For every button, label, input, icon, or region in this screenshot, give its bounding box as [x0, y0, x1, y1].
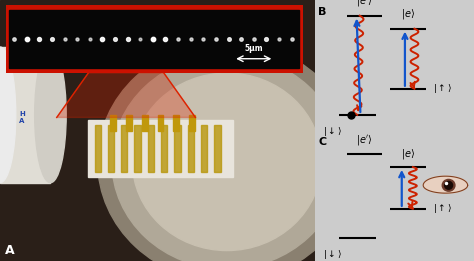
Bar	[201, 125, 207, 172]
Text: $|\uparrow\rangle$: $|\uparrow\rangle$	[433, 82, 452, 95]
Bar	[110, 115, 116, 130]
Text: C: C	[319, 137, 327, 147]
Bar	[189, 115, 195, 130]
Text: $|\uparrow\rangle$: $|\uparrow\rangle$	[433, 202, 452, 215]
Bar	[188, 125, 194, 172]
Text: $|e\rangle$: $|e\rangle$	[401, 146, 415, 161]
Bar	[88, 120, 233, 177]
Ellipse shape	[112, 55, 342, 261]
Text: $|e'\rangle$: $|e'\rangle$	[356, 0, 373, 8]
Ellipse shape	[35, 47, 66, 183]
Bar	[148, 125, 154, 172]
Bar	[157, 115, 163, 130]
Bar	[108, 125, 114, 172]
Polygon shape	[423, 176, 468, 193]
Text: 5μm: 5μm	[245, 44, 263, 53]
Bar	[126, 115, 132, 130]
Text: $|\downarrow\rangle$: $|\downarrow\rangle$	[323, 248, 342, 261]
Text: B: B	[319, 7, 327, 16]
Bar	[214, 125, 221, 172]
Ellipse shape	[0, 47, 16, 183]
Ellipse shape	[445, 181, 453, 189]
Text: A: A	[5, 245, 14, 257]
Text: H
A: H A	[19, 111, 25, 124]
Text: $|e\rangle$: $|e\rangle$	[401, 7, 415, 21]
Text: $|e'\rangle$: $|e'\rangle$	[356, 133, 373, 147]
Bar	[135, 125, 141, 172]
Bar	[142, 115, 147, 130]
Bar	[6, 5, 302, 73]
Bar	[121, 125, 128, 172]
Bar	[173, 115, 179, 130]
Bar	[174, 125, 181, 172]
Polygon shape	[57, 73, 195, 117]
Bar	[161, 125, 167, 172]
Bar	[9, 10, 300, 68]
Ellipse shape	[442, 180, 455, 191]
Text: $|\downarrow\rangle$: $|\downarrow\rangle$	[323, 125, 342, 138]
Ellipse shape	[98, 42, 356, 261]
Bar	[94, 125, 101, 172]
Ellipse shape	[132, 73, 321, 251]
Bar	[0, 47, 50, 183]
